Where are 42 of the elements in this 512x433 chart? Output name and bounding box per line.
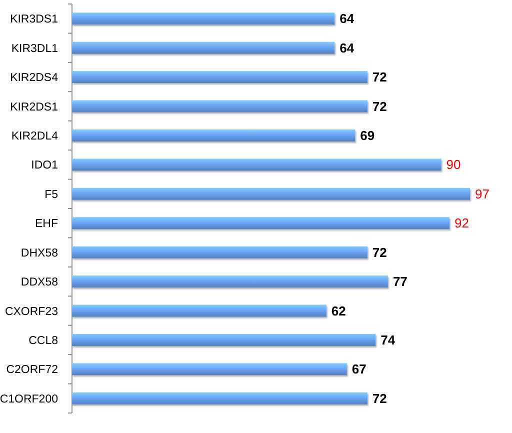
bar xyxy=(72,71,368,84)
y-tick-label: IDO1 xyxy=(31,160,58,172)
data-label: 72 xyxy=(372,98,387,114)
y-tick-label: KIR2DL4 xyxy=(11,130,59,142)
bar xyxy=(72,304,326,317)
y-tick-label: F5 xyxy=(44,188,58,201)
y-tick-label: CCL8 xyxy=(28,334,58,347)
data-label: 67 xyxy=(352,362,366,377)
bar xyxy=(72,363,347,376)
bar xyxy=(72,12,335,25)
bar xyxy=(72,276,388,288)
data-label: 64 xyxy=(340,11,355,26)
bar xyxy=(72,392,368,404)
annotation: 97 xyxy=(475,186,490,202)
y-tick-label: C2ORF72 xyxy=(6,364,58,376)
bar xyxy=(72,334,376,346)
y-tick-label: CXORF23 xyxy=(4,306,58,318)
bar xyxy=(72,188,470,200)
data-label: 62 xyxy=(331,303,346,318)
bar xyxy=(72,246,368,258)
y-tick-label: EHF xyxy=(35,218,58,230)
y-tick-label: KIR2DS4 xyxy=(10,72,59,84)
bar xyxy=(72,42,335,54)
annotation: 92 xyxy=(454,216,469,231)
data-label: 77 xyxy=(392,274,408,290)
annotation: 90 xyxy=(446,157,461,172)
y-tick-label: C1ORF200 xyxy=(0,393,58,406)
data-label: 69 xyxy=(360,128,375,144)
data-label: 74 xyxy=(380,332,396,348)
y-tick-label: DHX58 xyxy=(20,247,58,260)
data-label: 72 xyxy=(372,70,387,85)
data-label: 72 xyxy=(372,390,387,406)
data-label: 72 xyxy=(372,244,387,260)
data-label: 64 xyxy=(340,40,355,56)
y-tick-label: DDX58 xyxy=(20,276,58,289)
bar xyxy=(72,129,356,142)
y-tick-label: KIR2DS1 xyxy=(10,101,58,114)
y-tick-label: KIR3DL1 xyxy=(11,42,58,55)
bar xyxy=(72,217,450,230)
y-tick-label: KIR3DS1 xyxy=(10,14,58,26)
bar xyxy=(72,158,442,171)
bar xyxy=(72,100,368,112)
